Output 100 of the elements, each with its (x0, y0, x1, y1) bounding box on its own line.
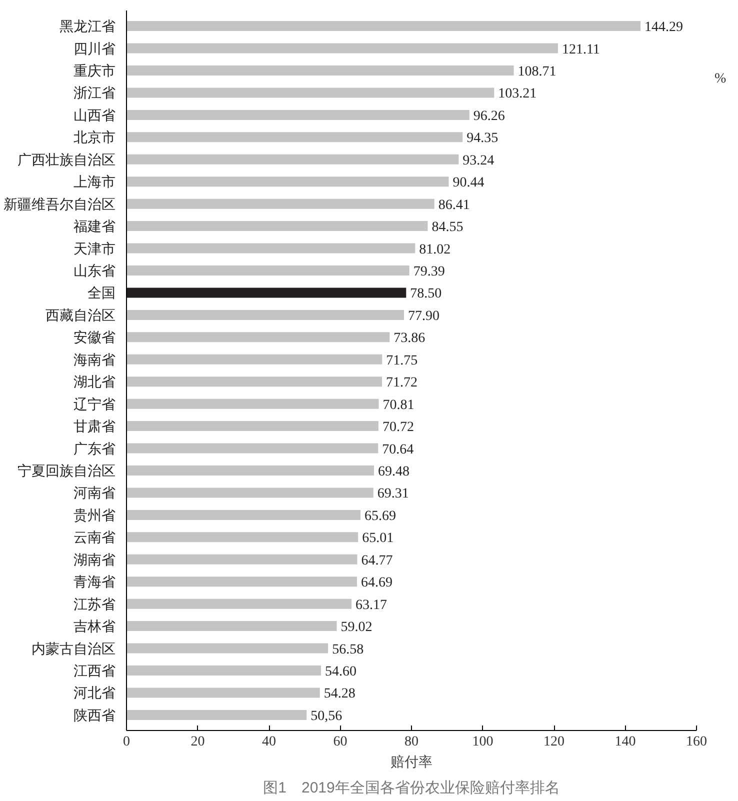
data-label: 108.71 (518, 64, 556, 80)
y-tick-label: 甘肃省 (74, 418, 116, 434)
bar (126, 66, 514, 76)
bar (126, 132, 463, 142)
y-tick-label: 山西省 (74, 106, 116, 123)
data-label: 78.50 (410, 286, 442, 302)
x-tick-label: 140 (614, 734, 636, 750)
y-tick-label: 湖南省 (74, 551, 116, 568)
data-label: 84.55 (432, 220, 464, 236)
x-tick-label: 120 (544, 734, 564, 750)
data-label: 70.64 (382, 442, 414, 458)
y-tick-label: 新疆维吾尔自治区 (4, 196, 116, 212)
bar (126, 532, 358, 542)
y-tick-label: 天津市 (74, 240, 116, 256)
y-tick-label: 山东省 (74, 262, 116, 278)
bar (126, 398, 379, 409)
x-tick-label: 100 (472, 734, 494, 750)
data-label: 65.01 (362, 531, 394, 546)
y-tick-label: 北京市 (74, 129, 116, 146)
bar (126, 110, 470, 120)
data-label: 94.35 (466, 131, 498, 146)
data-label: 54.60 (325, 664, 357, 680)
y-tick-label: 吉林省 (74, 618, 116, 634)
data-label: 93.24 (462, 153, 494, 168)
y-tick-label: 广西壮族自治区 (18, 151, 116, 168)
data-label: 77.90 (408, 308, 440, 324)
data-label: 71.72 (386, 376, 418, 391)
caption: 图1 2019年全国各省份农业保险赔付率排名 (263, 780, 560, 796)
data-label: 103.21 (498, 86, 537, 102)
y-tick-label: 江西省 (74, 662, 116, 678)
data-label: 81.02 (419, 242, 451, 258)
bar (126, 621, 337, 632)
x-tick-label: 60 (333, 734, 348, 750)
data-label: 50,56 (310, 708, 342, 724)
x-tick-label: 20 (190, 734, 205, 750)
x-tick-label: 80 (404, 734, 418, 750)
data-label: 70.72 (382, 420, 414, 436)
y-tick-label: 浙江省 (74, 84, 116, 101)
bar (126, 198, 434, 209)
y-tick-label: 辽宁省 (74, 396, 116, 412)
bar (126, 354, 382, 364)
y-tick-label: 河南省 (74, 484, 116, 501)
bar (126, 466, 374, 476)
text: % (714, 71, 726, 86)
data-label: 121.11 (562, 42, 600, 58)
bar (126, 21, 641, 32)
data-label: 71.75 (386, 353, 418, 368)
data-label: 144.29 (644, 20, 684, 36)
bar (126, 554, 358, 564)
bar (126, 666, 322, 676)
data-label: 54.28 (324, 686, 356, 702)
bar (126, 376, 382, 387)
y-tick-label: 广东省 (74, 440, 116, 456)
bar (126, 221, 428, 232)
bar (126, 43, 558, 54)
y-tick-label: 重庆市 (74, 62, 116, 78)
bar (126, 88, 494, 98)
y-tick-label: 四川省 (74, 40, 116, 56)
y-tick-label: 河北省 (74, 684, 116, 701)
bar (126, 176, 449, 187)
bar (126, 243, 416, 254)
y-tick-label: 宁夏回族自治区 (18, 462, 116, 478)
x-tick-label: 160 (686, 734, 707, 750)
y-tick-label: 江苏省 (74, 596, 116, 612)
bar (126, 488, 374, 498)
y-tick-label: 陕西省 (74, 706, 116, 723)
bar (126, 598, 352, 609)
bar (126, 288, 406, 298)
y-tick-label: 黑龙江省 (60, 18, 116, 34)
y-tick-label: 云南省 (74, 529, 116, 546)
data-label: 59.02 (340, 620, 372, 636)
bar (126, 310, 404, 320)
data-label: 69.31 (377, 486, 409, 502)
data-label: 64.69 (360, 576, 392, 591)
data-label: 79.39 (413, 264, 445, 280)
data-label: 90.44 (452, 176, 484, 191)
data-label: 65.69 (364, 508, 396, 524)
data-label: 86.41 (438, 198, 470, 213)
y-tick-label: 西藏自治区 (46, 306, 116, 323)
bar (126, 576, 357, 587)
y-tick-label: 上海市 (74, 174, 116, 190)
y-tick-label: 福建省 (74, 218, 116, 234)
bar (126, 443, 378, 454)
x-axis-title: 赔付率 (390, 754, 432, 770)
data-label: 56.58 (332, 642, 364, 658)
y-tick-label: 全国 (88, 284, 116, 301)
bar (126, 154, 459, 164)
y-tick-label: 湖北省 (74, 374, 116, 390)
y-tick-label: 青海省 (74, 574, 116, 590)
data-label: 96.26 (473, 108, 505, 124)
y-tick-label: 安徽省 (74, 329, 116, 346)
data-label: 63.17 (356, 598, 388, 613)
data-label: 69.48 (378, 464, 410, 480)
bar (126, 643, 328, 654)
y-tick-label: 海南省 (74, 351, 116, 368)
data-label: 64.77 (361, 553, 393, 568)
bar (126, 332, 390, 342)
x-tick-label: 0 (123, 734, 130, 750)
data-label: 73.86 (394, 331, 426, 346)
bar (126, 510, 361, 520)
